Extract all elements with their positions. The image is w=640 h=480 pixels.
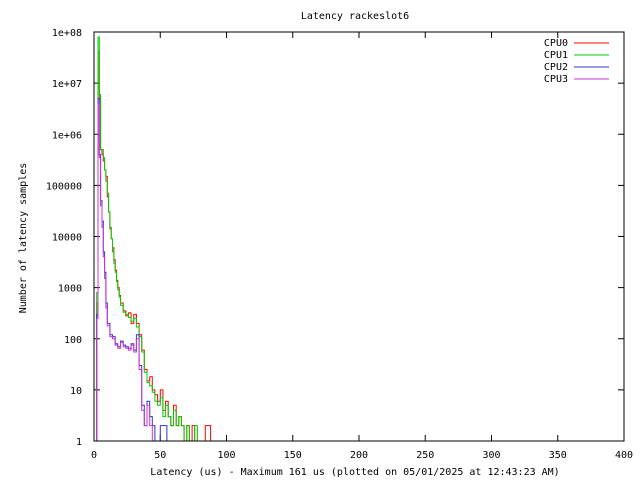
x-axis-label: Latency (us) - Maximum 161 us (plotted o… [150, 467, 559, 478]
legend-label-cpu3: CPU3 [544, 74, 568, 85]
plot-frame [93, 31, 625, 442]
series-line-cpu2 [95, 98, 222, 442]
y-tick-label: 1000 [58, 284, 82, 295]
x-tick-label: 0 [91, 450, 97, 461]
y-axis-label: Number of latency samples [18, 163, 29, 314]
y-tick-label: 100000 [46, 181, 82, 192]
y-tick-label: 100 [64, 335, 82, 346]
legend-label-cpu0: CPU0 [544, 38, 568, 49]
x-tick-label: 100 [217, 450, 235, 461]
x-tick-label: 400 [615, 450, 633, 461]
y-tick-label: 1e+08 [52, 28, 82, 39]
y-tick-label: 10000 [52, 233, 82, 244]
series-line-cpu0 [95, 51, 309, 442]
legend-label-cpu2: CPU2 [544, 62, 568, 73]
x-tick-label: 50 [154, 450, 166, 461]
x-tick-label: 350 [549, 450, 567, 461]
y-tick-label: 1e+06 [52, 130, 82, 141]
x-tick-label: 150 [284, 450, 302, 461]
series-line-cpu1 [95, 36, 281, 442]
x-tick-label: 300 [482, 450, 500, 461]
chart-title: Latency rackeslot6 [301, 11, 409, 22]
series-line-cpu3 [95, 103, 195, 442]
y-tick-label: 1 [76, 437, 82, 448]
y-tick-label: 1e+07 [52, 79, 82, 90]
x-tick-label: 200 [350, 450, 368, 461]
x-tick-label: 250 [416, 450, 434, 461]
y-tick-label: 10 [70, 386, 82, 397]
legend-label-cpu1: CPU1 [544, 50, 568, 61]
